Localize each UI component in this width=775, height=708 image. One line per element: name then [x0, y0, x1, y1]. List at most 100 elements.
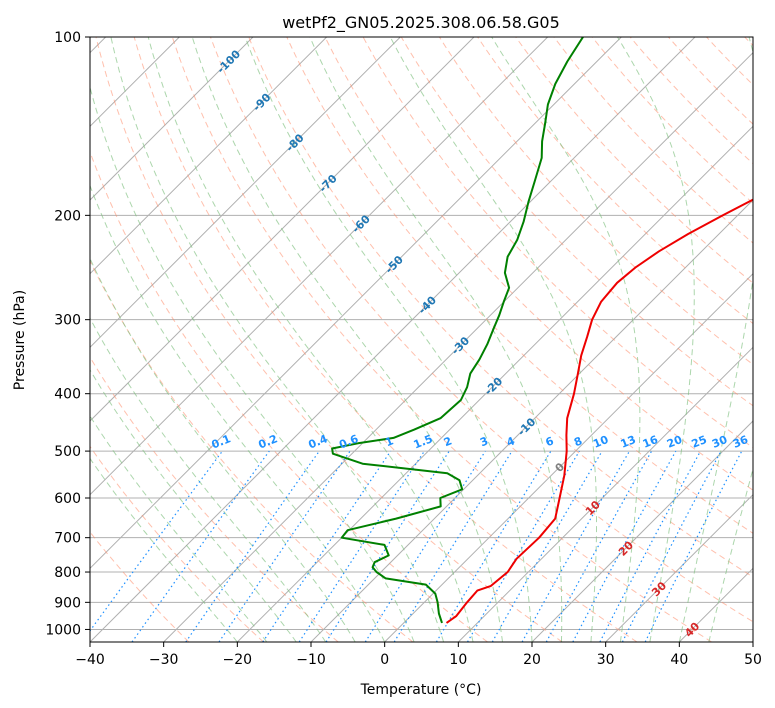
dry-adiabat-190	[744, 37, 753, 47]
y-axis-label: Pressure (hPa)	[12, 290, 28, 390]
isotherm--80	[90, 37, 401, 349]
mixing-ratio-line-1	[131, 450, 270, 642]
moist-adiabat-12	[147, 37, 474, 642]
mixing-ratio-line-2	[185, 450, 320, 642]
mixing-ratio-label-11: 10	[591, 433, 610, 451]
moist-adiabat-32	[491, 37, 641, 642]
dry-adiabat--10	[90, 356, 339, 642]
isotherm-0	[384, 272, 753, 642]
x-tick-label-3: −10	[296, 652, 326, 668]
dry-adiabat-20	[95, 37, 563, 642]
mixing-ratio-label-17: 36	[731, 433, 750, 451]
moist-adiabat--20	[90, 457, 238, 642]
dry-adiabat-130	[515, 37, 753, 284]
dry-adiabat-0	[90, 259, 414, 642]
dry-adiabat-160	[629, 37, 753, 165]
moist-adiabat-4	[90, 85, 415, 642]
mixing-ratio-line-0	[90, 450, 223, 632]
dry-adiabat-90	[362, 37, 753, 449]
y-tick-label-7: 800	[54, 565, 81, 581]
mixing-ratio-line-14	[572, 450, 677, 642]
dry-adiabat-100	[400, 37, 753, 407]
mixing-ratio-line-4	[262, 450, 392, 642]
dry-adiabat-170	[668, 37, 753, 125]
dry-adiabat-120	[477, 37, 753, 325]
mixing-ratio-label-6: 2	[442, 434, 454, 449]
dry-adiabat-50	[210, 37, 753, 623]
mixing-ratio-label-2: 0.4	[306, 432, 329, 451]
dry-adiabat-80	[324, 37, 753, 491]
mixing-ratio-label-1: 0.2	[256, 432, 279, 451]
isotherm-40	[678, 567, 753, 642]
mixing-ratio-label-12: 13	[619, 433, 638, 451]
x-tick-label-5: 10	[449, 652, 467, 668]
isotherm-label-0: -100	[215, 47, 244, 76]
mixing-ratio-label-7: 3	[478, 434, 490, 449]
background-lines	[90, 37, 753, 642]
mixing-ratio-label-13: 16	[641, 433, 660, 451]
mixing-ratio-label-0: 0.1	[210, 432, 233, 451]
y-tick-label-1: 200	[54, 208, 81, 224]
moist-adiabat-8	[110, 37, 445, 642]
dry-adiabat-180	[706, 37, 753, 86]
series-lines	[331, 37, 753, 624]
mixing-ratio-line-8	[393, 450, 513, 642]
y-tick-label-6: 700	[54, 531, 81, 547]
mixing-ratio-label-4: 1	[383, 434, 395, 449]
mixing-ratio-line-5	[298, 450, 425, 642]
mixing-ratio-line-9	[435, 450, 552, 642]
isotherm--70	[90, 37, 475, 422]
dry-adiabat--30	[90, 531, 190, 642]
y-tick-label-9: 1000	[45, 622, 81, 638]
moist-adiabat-28	[389, 37, 597, 642]
dewpoint-profile	[331, 37, 584, 624]
isotherm--20	[236, 125, 753, 642]
temperature-profile	[445, 198, 753, 624]
mixing-ratio-line-17	[644, 450, 743, 642]
isotherm-30	[605, 493, 753, 642]
moist-adiabat-40	[678, 37, 753, 642]
chart-title: wetPf2_GN05.2025.308.06.58.G05	[282, 13, 560, 33]
dry-adiabat-150	[591, 37, 753, 204]
plot-frame	[89, 36, 754, 643]
y-tick-label-4: 500	[54, 444, 81, 460]
isotherm-50	[752, 641, 753, 642]
isotherm--30	[163, 51, 753, 642]
mixing-ratio-label-10: 8	[572, 434, 584, 449]
moist-adiabat-16	[191, 37, 503, 642]
moist-adiabat--16	[90, 415, 268, 642]
moist-adiabat-24	[309, 37, 563, 642]
y-tick-label-2: 300	[54, 313, 81, 329]
x-tick-label-0: −40	[75, 652, 105, 668]
moist-adiabat-44	[708, 467, 753, 642]
x-tick-label-9: 50	[744, 652, 762, 668]
mixing-ratio-label-15: 25	[690, 433, 709, 451]
x-tick-label-6: 20	[523, 652, 541, 668]
dry-adiabat-40	[171, 37, 712, 642]
x-tick-label-8: 40	[670, 652, 688, 668]
x-tick-label-2: −20	[223, 652, 253, 668]
moist-adiabat--12	[90, 369, 297, 642]
x-axis-label: Temperature (°C)	[360, 682, 482, 698]
isotherm-label-1: -90	[250, 91, 273, 114]
x-tick-label-1: −30	[149, 652, 179, 668]
mixing-ratio-label-16: 30	[710, 433, 729, 451]
dry-adiabat-30	[133, 37, 638, 642]
isotherm--40	[90, 37, 696, 642]
dry-adiabat--20	[90, 445, 264, 642]
mixing-ratio-line-13	[545, 450, 653, 642]
mixing-ratio-line-11	[491, 450, 603, 642]
mixing-ratio-line-15	[599, 450, 702, 642]
isotherm--90	[90, 37, 328, 275]
mixing-ratio-line-7	[364, 450, 486, 642]
y-tick-label-0: 100	[54, 30, 81, 46]
isotherm--100	[90, 37, 254, 201]
y-tick-label-3: 400	[54, 387, 81, 403]
y-tick-label-8: 900	[54, 595, 81, 611]
dry-adiabat-10	[90, 150, 488, 642]
mixing-ratio-line-6	[325, 450, 450, 642]
y-tick-label-5: 600	[54, 491, 81, 507]
mixing-ratio-line-10	[466, 450, 580, 642]
moist-adiabat-0	[90, 184, 386, 642]
